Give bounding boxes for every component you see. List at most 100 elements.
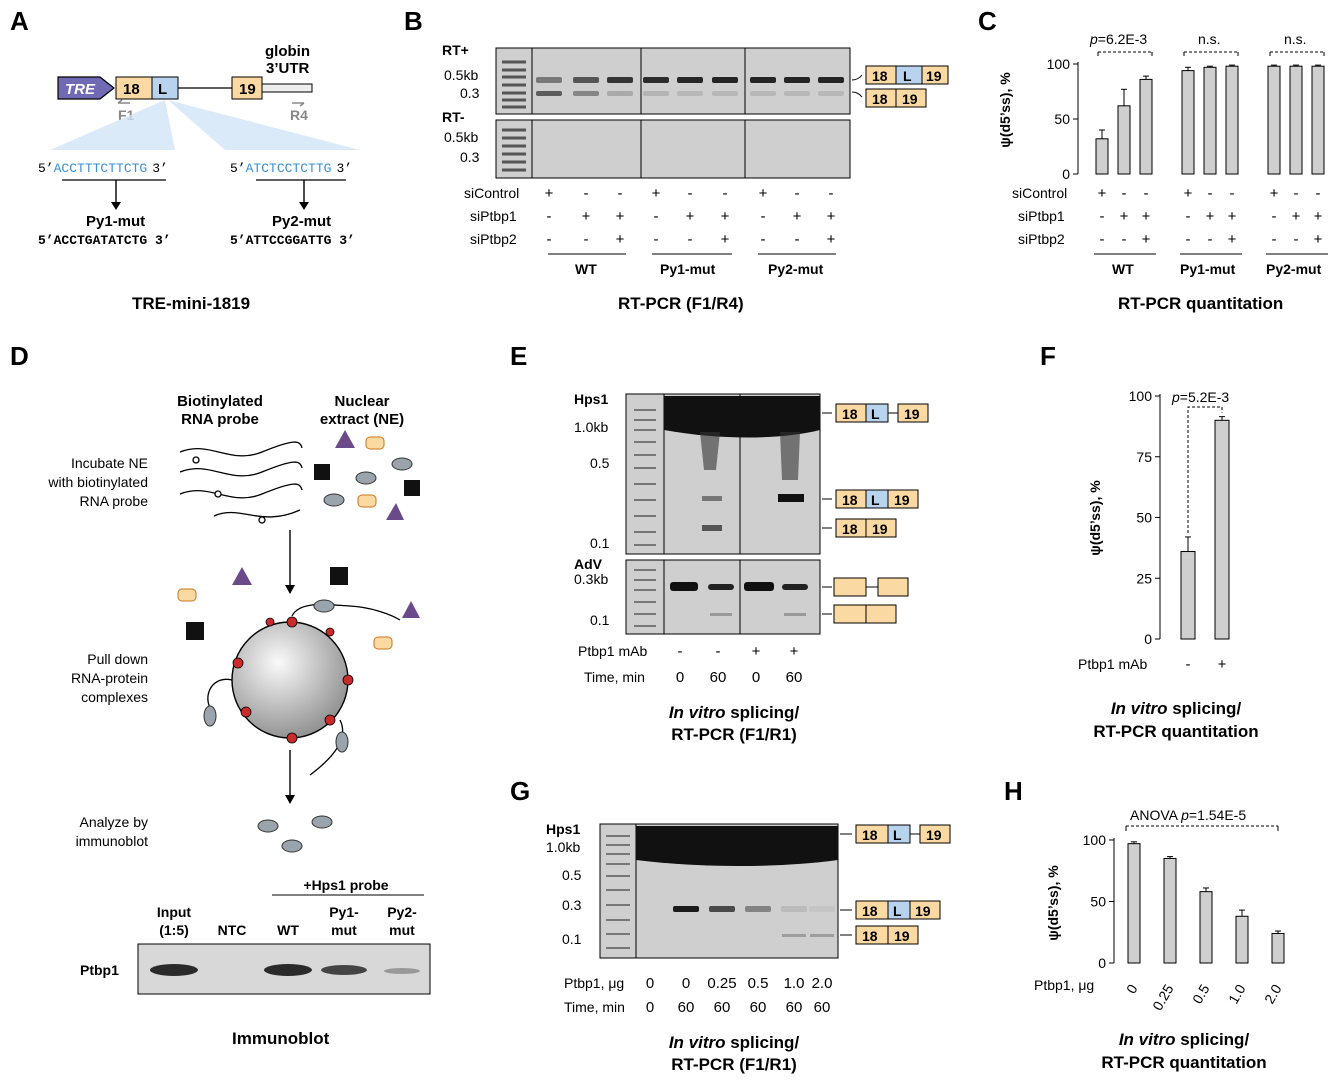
gel-e-band-inclusion-lane4 [778,494,804,502]
panel-h-caption-1: In vitro splicing/ [1119,1030,1250,1049]
eluted-proteins-icon [257,815,333,853]
gel-e-adv [625,559,821,635]
b-signs-sign: - [723,185,728,202]
h-anova: ANOVA p=1.54E-5 [1130,807,1246,823]
c-sign-table: + - - + - - + - -- + + - + + - + +- - + - - + - - + [1098,185,1323,248]
gel-e-adv-band-5 [710,613,732,616]
e-iso-s-18: 18 [842,521,858,537]
c-signs-sign: + [1270,185,1279,202]
f-pvalue: p=5.2E-3 [1171,389,1229,405]
gel-g-band-short [810,934,834,937]
e-row1-label: Ptbp1 mAb [578,643,647,659]
chart-h-x-label: 1.0 [1225,981,1249,1006]
panel-b: B RT+ 0.5kb 0.3 RT- 0.5kb 0.3 18 [404,6,949,313]
intron-l-label: L [158,81,167,98]
gel-e-adv-band-2 [708,584,734,590]
d-arrow-2-head-icon [285,795,295,804]
gel-b-band-short [643,91,669,96]
gel-b-band-short [750,91,776,96]
probe-title-2: RNA probe [181,411,259,428]
chart-h-tick-label: 50 [1090,894,1106,910]
gel-b-band-long [643,77,669,83]
e-row1-value: + [752,643,761,660]
h-xlabel: Ptbp1, μg [1034,977,1094,993]
chart-h-tick-label: 100 [1083,832,1107,848]
gel-e-smear-lane4 [780,432,800,480]
b-iso-long-19: 19 [926,68,942,84]
e-row2-label: Time, min [584,669,645,685]
b-signs-sign: + [582,208,591,225]
gel-b-band-long [677,77,703,83]
e-iso-long: 18 L 19 [822,489,919,509]
g-row1-value: 2.0 [812,975,833,992]
step1-line3: RNA probe [80,493,149,509]
e-row2-value: 60 [786,669,803,686]
e-iso-l-l: L [871,492,880,508]
py2-wt-seq: 5’ATCTCCTCTTG 3’ [230,161,352,176]
gel-g-bands [673,906,835,937]
b-signs-sign: + [827,231,836,248]
g-iso-u-19: 19 [926,827,942,843]
c-signs-sign: - [1272,208,1277,225]
py2-arrow-head-icon [299,202,309,210]
gel-b-band-short [712,91,738,96]
gel-g-band-long [809,906,835,912]
panel-letter-h: H [1004,776,1023,806]
b-iso-short-19: 19 [902,91,918,107]
bound-protein-3 [335,731,349,753]
chart-c-bar [1203,66,1217,175]
panel-f: F ψ(d5’ss), % 100 75 50 25 0 - + p=5.2E-3 Ptbp… [1040,341,1259,741]
panel-letter-a: A [10,6,29,36]
e-marker-01b: 0.1 [590,612,610,628]
lane-py1-sub: mut [331,922,357,938]
g-row2-value: 60 [678,999,695,1016]
r4-label: R4 [290,107,308,123]
ne-title-1: Nuclear [334,393,389,410]
gel-e-adv-band-1 [670,582,698,591]
lane-input: Input [157,904,192,920]
b-iso-long-pointer [851,74,863,81]
e-iso-s-19: 19 [872,521,888,537]
chart-c-bar [1139,78,1153,175]
g-row1-value: 1.0 [784,975,805,992]
lane-py2: Py2- [387,904,417,920]
gel-e-band-inclusion-lane2 [702,496,722,501]
e-iso-unspliced: 18 L 19 [822,403,929,423]
e-adv-iso-spliced [822,604,897,624]
panel-d: D Biotinylated RNA probe Nuclear extract… [10,341,431,1048]
c-signs-sign: - [1100,231,1105,248]
chart-c-tick-label: 0 [1062,166,1070,182]
c-pvalue: p=6.2E-3 [1089,31,1147,47]
e-row2-value: 0 [676,669,684,686]
g-iso-l-19: 19 [915,903,931,919]
b-group-py2: Py2-mut [768,261,824,277]
c-group-py2: Py2-mut [1266,261,1322,277]
b-iso-long: 18 L 19 [865,65,949,85]
chart-h-tick-label: 0 [1098,955,1106,971]
b-signs-sign: - [688,231,693,248]
panel-f-caption-1: In vitro splicing/ [1111,699,1242,718]
c-signs-sign: - [1186,208,1191,225]
chart-f-x-label: - [1186,656,1191,673]
e-adv-iso-unspliced [822,577,909,597]
step2-line3: complexes [81,689,148,705]
g-row1-label: Ptbp1, μg [564,975,624,991]
chart-h-x-label: 0.25 [1149,981,1177,1013]
e-hps1-label: Hps1 [574,391,608,407]
c-signs-sign: - [1144,185,1149,202]
py2-mut-seq: 5’ATTCCGGATTG 3’ [230,233,355,248]
g-iso-l-l: L [893,903,902,919]
chart-c-bar [1225,65,1239,175]
b-group-wt: WT [575,261,597,277]
gel-e-ladder [634,409,656,627]
utr-label: 3’UTR [266,60,310,77]
e-marker-1kb: 1.0kb [574,419,608,435]
gel-b-band-long [607,77,633,83]
chart-c-bar [1289,65,1303,175]
panel-e: E Hps1 1.0kb 0.5 0.1 AdV 0.3kb 0.1 [510,341,929,744]
gel-b-ladder-plus [502,60,526,109]
bound-complexes-icon [232,616,354,744]
chart-c-tick-label: 50 [1054,111,1070,127]
gel-b-band-short [607,91,633,96]
